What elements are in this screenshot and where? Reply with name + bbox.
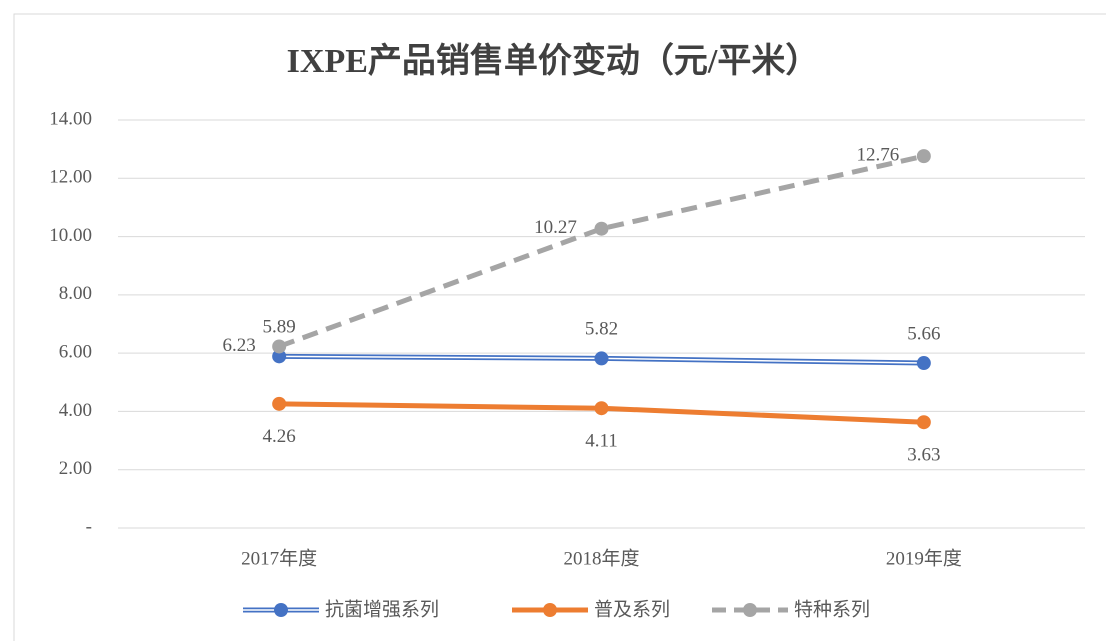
point bbox=[272, 339, 287, 354]
data-label: 3.63 bbox=[907, 445, 940, 466]
y-tick-label: 8.00 bbox=[59, 283, 92, 304]
data-label: 5.66 bbox=[907, 323, 940, 344]
y-tick-label: 10.00 bbox=[49, 225, 92, 246]
y-tick-label: 14.00 bbox=[49, 108, 92, 129]
data-label: 5.82 bbox=[585, 319, 618, 340]
point bbox=[594, 401, 609, 416]
data-label: 5.89 bbox=[263, 317, 296, 338]
x-tick-label: 2018年度 bbox=[563, 547, 639, 569]
y-tick-label: - bbox=[86, 516, 92, 537]
chart-title: IXPE产品销售单价变动（元/平米） bbox=[287, 41, 820, 80]
y-tick-label: 12.00 bbox=[49, 167, 92, 188]
series-line bbox=[278, 153, 925, 349]
point bbox=[916, 415, 931, 430]
data-label: 4.26 bbox=[263, 426, 296, 447]
x-tick-label: 2017年度 bbox=[241, 547, 317, 569]
legend-label: 普及系列 bbox=[594, 599, 670, 621]
data-label: 6.23 bbox=[223, 335, 256, 356]
legend-marker bbox=[743, 603, 757, 617]
data-label: 10.27 bbox=[534, 217, 577, 238]
chart-frame bbox=[13, 13, 1106, 641]
y-tick-label: 2.00 bbox=[59, 458, 92, 479]
point bbox=[272, 396, 287, 411]
legend-marker bbox=[543, 603, 557, 617]
y-tick-label: 6.00 bbox=[59, 342, 92, 363]
point bbox=[916, 356, 931, 371]
legend-marker bbox=[274, 603, 288, 617]
legend-label: 抗菌增强系列 bbox=[325, 599, 439, 621]
data-label: 4.11 bbox=[585, 431, 618, 452]
point bbox=[594, 351, 609, 366]
point bbox=[594, 221, 609, 236]
point bbox=[916, 149, 931, 164]
data-label: 12.76 bbox=[856, 144, 899, 165]
point bbox=[272, 349, 287, 364]
x-tick-label: 2019年度 bbox=[886, 547, 962, 569]
legend-label: 特种系列 bbox=[794, 599, 870, 621]
y-tick-label: 4.00 bbox=[59, 400, 92, 421]
